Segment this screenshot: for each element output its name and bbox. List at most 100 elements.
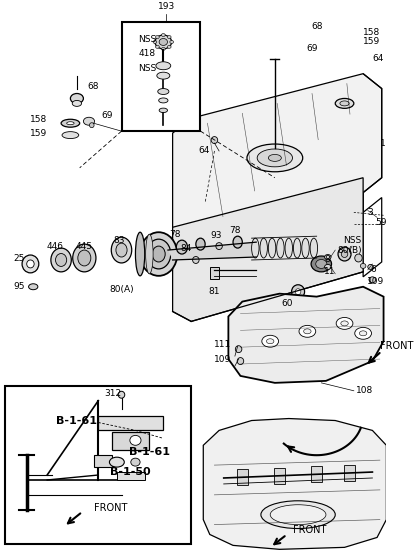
Text: 64: 64 <box>198 146 210 156</box>
Polygon shape <box>228 287 383 383</box>
Text: 11: 11 <box>324 268 336 276</box>
Ellipse shape <box>260 238 267 258</box>
Ellipse shape <box>233 236 242 248</box>
Text: 158: 158 <box>30 115 47 124</box>
Text: 8: 8 <box>324 255 330 264</box>
Ellipse shape <box>261 501 335 529</box>
Ellipse shape <box>27 260 34 268</box>
Ellipse shape <box>211 137 218 143</box>
Ellipse shape <box>156 62 171 70</box>
Bar <box>274 468 285 484</box>
Ellipse shape <box>340 101 349 106</box>
Bar <box>112 433 149 450</box>
Text: 1: 1 <box>380 138 386 147</box>
Text: 95: 95 <box>14 282 25 291</box>
Ellipse shape <box>336 317 353 329</box>
Ellipse shape <box>140 232 177 276</box>
Text: 3: 3 <box>368 208 374 217</box>
Bar <box>117 472 145 480</box>
Ellipse shape <box>359 331 367 336</box>
Ellipse shape <box>90 123 94 127</box>
Ellipse shape <box>266 338 274 343</box>
Ellipse shape <box>251 238 259 258</box>
Bar <box>237 469 248 485</box>
Ellipse shape <box>159 108 168 112</box>
Ellipse shape <box>310 238 317 258</box>
Text: 109: 109 <box>214 355 231 363</box>
Ellipse shape <box>161 48 165 50</box>
Ellipse shape <box>262 335 278 347</box>
Ellipse shape <box>156 45 159 48</box>
Text: 64: 64 <box>372 54 384 63</box>
Ellipse shape <box>161 34 165 37</box>
Polygon shape <box>173 178 363 321</box>
Ellipse shape <box>269 238 276 258</box>
Text: 84: 84 <box>181 244 192 253</box>
Polygon shape <box>173 74 382 242</box>
Ellipse shape <box>270 505 326 525</box>
Ellipse shape <box>355 254 362 262</box>
Bar <box>311 466 322 482</box>
Ellipse shape <box>61 119 80 127</box>
Text: 78: 78 <box>229 225 241 235</box>
Ellipse shape <box>341 321 348 326</box>
Ellipse shape <box>159 98 168 103</box>
Ellipse shape <box>295 289 301 295</box>
Ellipse shape <box>62 132 79 138</box>
Ellipse shape <box>153 40 157 43</box>
Text: NSS: NSS <box>138 35 156 44</box>
Bar <box>5 386 191 545</box>
Text: B-1-61: B-1-61 <box>129 447 170 457</box>
Text: 109: 109 <box>367 278 384 286</box>
Ellipse shape <box>72 100 81 106</box>
Ellipse shape <box>368 264 374 269</box>
Polygon shape <box>168 242 256 260</box>
Ellipse shape <box>78 250 91 266</box>
Ellipse shape <box>22 255 39 273</box>
Text: 312: 312 <box>105 389 122 398</box>
Bar <box>210 267 219 279</box>
Ellipse shape <box>146 234 153 274</box>
Ellipse shape <box>155 35 172 49</box>
Ellipse shape <box>29 284 38 290</box>
Text: 69: 69 <box>101 111 112 120</box>
Text: 6: 6 <box>371 265 376 274</box>
Ellipse shape <box>83 117 95 125</box>
Ellipse shape <box>335 99 354 109</box>
Ellipse shape <box>316 259 327 268</box>
Ellipse shape <box>355 327 371 339</box>
Ellipse shape <box>341 250 348 258</box>
Text: 158: 158 <box>363 28 381 37</box>
Bar <box>98 416 164 430</box>
Text: 68: 68 <box>311 22 322 30</box>
Ellipse shape <box>325 254 331 259</box>
Ellipse shape <box>157 72 170 79</box>
Bar <box>122 22 200 131</box>
Ellipse shape <box>167 35 171 39</box>
Text: 59: 59 <box>375 218 387 227</box>
Ellipse shape <box>325 264 331 269</box>
Ellipse shape <box>67 122 74 125</box>
Ellipse shape <box>73 244 96 272</box>
Text: 108: 108 <box>356 386 373 396</box>
Text: FRONT: FRONT <box>380 341 413 351</box>
Text: NSS: NSS <box>343 235 361 245</box>
Text: 60: 60 <box>281 299 293 308</box>
Text: 418: 418 <box>138 49 155 58</box>
Polygon shape <box>203 418 386 550</box>
Ellipse shape <box>146 239 171 269</box>
Ellipse shape <box>71 94 83 104</box>
Text: 25: 25 <box>14 254 25 264</box>
Ellipse shape <box>158 89 169 95</box>
Ellipse shape <box>56 254 67 266</box>
Ellipse shape <box>338 247 351 261</box>
Text: 83: 83 <box>113 235 124 245</box>
Ellipse shape <box>156 35 159 39</box>
Text: 445: 445 <box>76 242 93 250</box>
Ellipse shape <box>193 257 199 264</box>
Text: B-1-50: B-1-50 <box>110 467 151 477</box>
Ellipse shape <box>369 277 376 283</box>
Ellipse shape <box>111 237 132 263</box>
Ellipse shape <box>152 246 165 262</box>
Ellipse shape <box>216 243 222 249</box>
